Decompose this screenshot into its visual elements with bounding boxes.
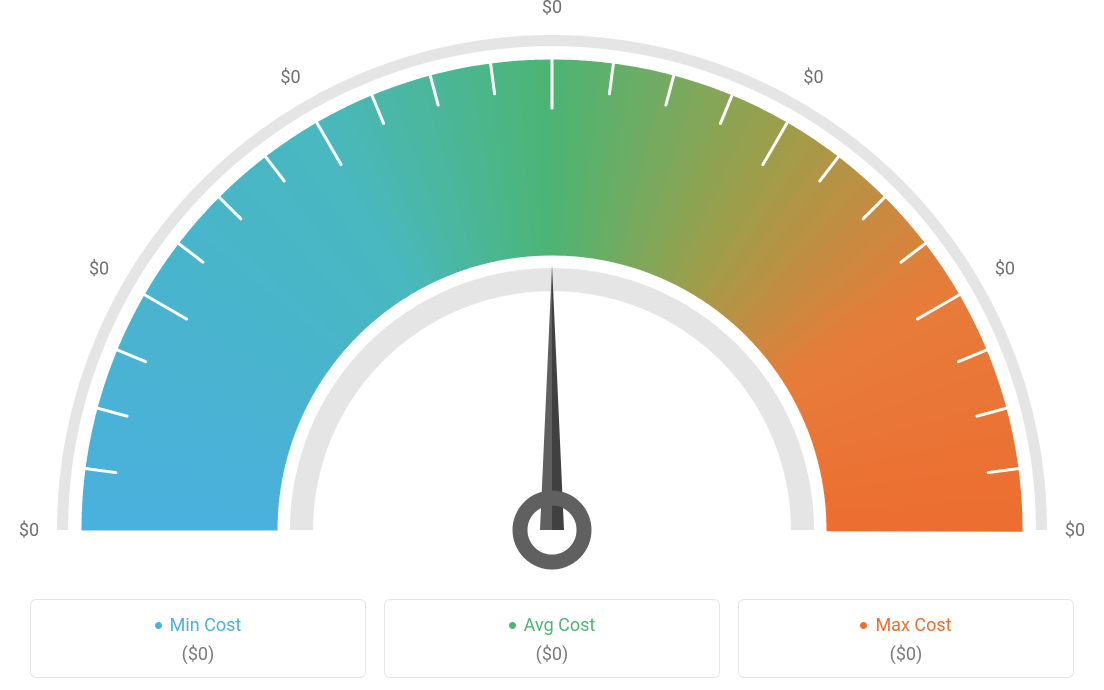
- legend-card-min-cost: Min Cost ($0): [30, 599, 366, 678]
- legend-value: ($0): [395, 644, 709, 665]
- gauge-tick-label: $0: [89, 259, 109, 280]
- legend-value: ($0): [749, 644, 1063, 665]
- legend-card-avg-cost: Avg Cost ($0): [384, 599, 720, 678]
- legend-row: Min Cost ($0) Avg Cost ($0) Max Cost ($0): [30, 599, 1074, 678]
- legend-dot-icon: [155, 622, 162, 629]
- legend-label: Min Cost: [170, 615, 242, 636]
- legend-label: Max Cost: [875, 615, 951, 636]
- needle-right: [552, 265, 564, 530]
- legend-title: Min Cost: [155, 615, 242, 636]
- gauge-svg: $0 $0 $0 $0 $0 $0 $0: [0, 0, 1104, 570]
- legend-title: Max Cost: [860, 615, 951, 636]
- gauge-chart: $0 $0 $0 $0 $0 $0 $0: [0, 0, 1104, 570]
- gauge-tick-label: $0: [995, 259, 1015, 280]
- legend-card-max-cost: Max Cost ($0): [738, 599, 1074, 678]
- gauge-tick-label: $0: [542, 0, 562, 18]
- gauge-tick-label: $0: [19, 520, 39, 541]
- gauge-tick-label: $0: [280, 67, 300, 88]
- legend-value: ($0): [41, 644, 355, 665]
- legend-dot-icon: [860, 622, 867, 629]
- needle-left: [540, 265, 552, 530]
- legend-title: Avg Cost: [509, 615, 596, 636]
- gauge-tick-label: $0: [803, 67, 823, 88]
- legend-label: Avg Cost: [524, 615, 596, 636]
- legend-dot-icon: [509, 622, 516, 629]
- gauge-tick-label: $0: [1065, 520, 1085, 541]
- cost-gauge-container: $0$0$0$0$0$0$0 Min Cost($0)Avg Cost($0)M…: [0, 0, 1104, 690]
